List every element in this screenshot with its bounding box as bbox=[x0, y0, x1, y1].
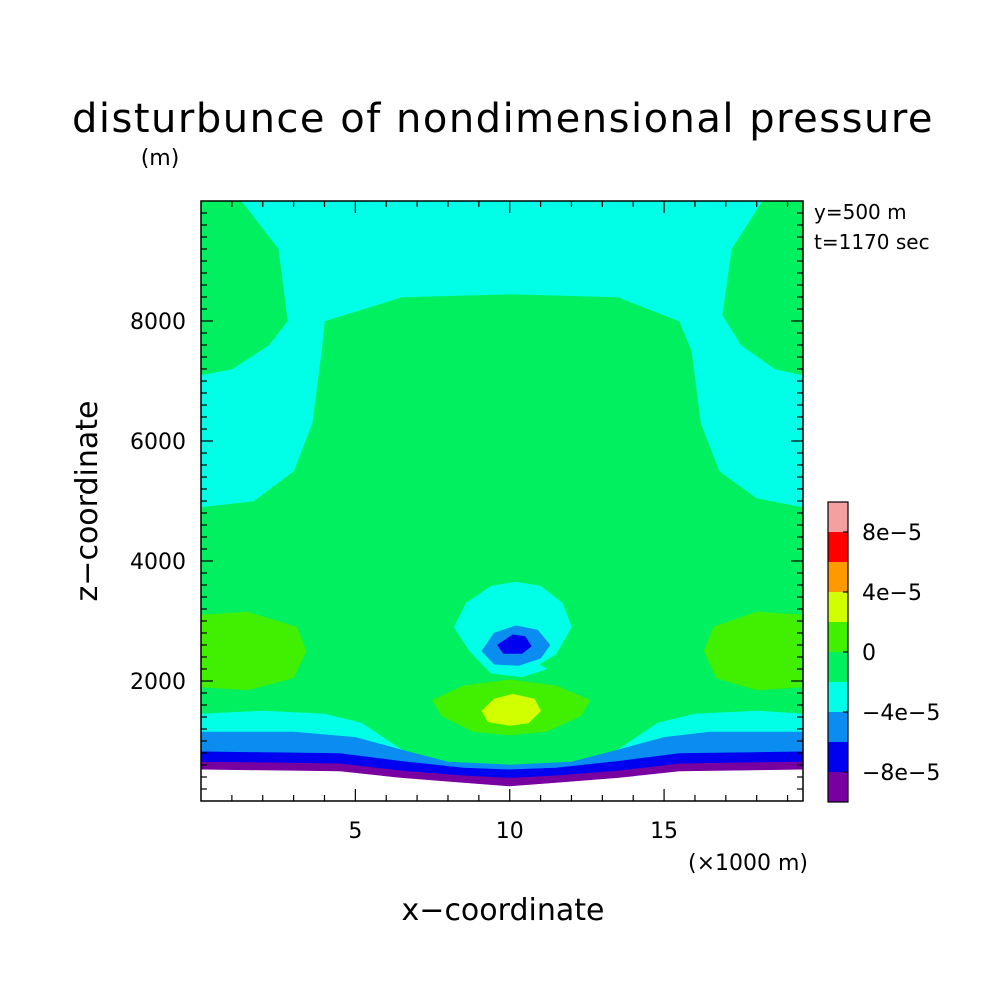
y-axis-label: z−coordinate bbox=[70, 401, 105, 602]
y-tick-label: 8000 bbox=[130, 310, 186, 335]
x-tick-label: 5 bbox=[348, 819, 362, 844]
x-axis-label: x−coordinate bbox=[402, 893, 605, 928]
annotation-y: y=500 m bbox=[814, 200, 907, 224]
contour-region-4 bbox=[703, 611, 804, 691]
colorbar-swatch bbox=[828, 772, 848, 802]
y-tick-labels: 2000 4000 6000 8000 bbox=[130, 310, 186, 695]
colorbar-tick-label: 4e−5 bbox=[862, 581, 922, 606]
annotation-t: t=1170 sec bbox=[814, 230, 930, 254]
colorbar-swatch bbox=[828, 682, 848, 712]
units-label: (m) bbox=[141, 146, 180, 171]
x-tick-label: 15 bbox=[650, 819, 678, 844]
contour-region-3 bbox=[200, 611, 307, 691]
colorbar-tick-label: 0 bbox=[862, 641, 876, 666]
axis-ticks bbox=[201, 201, 803, 801]
colorbar-tick-label: −8e−5 bbox=[862, 761, 940, 786]
x-tick-labels: 5 10 15 bbox=[348, 819, 678, 844]
colorbar-swatch bbox=[828, 592, 848, 622]
y-tick-label: 4000 bbox=[130, 550, 186, 575]
contour-region-1 bbox=[200, 200, 288, 376]
colorbar: 8e−5 4e−5 0 −4e−5 −8e−5 bbox=[827, 501, 940, 803]
x-tick-label: 10 bbox=[496, 819, 524, 844]
colorbar-swatch bbox=[828, 652, 848, 682]
contour-region-14 bbox=[481, 693, 541, 726]
y-tick-label: 2000 bbox=[130, 670, 186, 695]
colorbar-swatch bbox=[828, 622, 848, 652]
contour-region-2 bbox=[722, 200, 804, 376]
colorbar-swatch bbox=[828, 502, 848, 532]
chart-title: disturbunce of nondimensional pressure bbox=[72, 96, 934, 142]
contour-region-0 bbox=[200, 200, 804, 508]
colorbar-tick-label: −4e−5 bbox=[862, 701, 940, 726]
colorbar-swatch bbox=[828, 712, 848, 742]
x-unit-note: (×1000 m) bbox=[688, 851, 808, 876]
colorbar-swatch bbox=[828, 742, 848, 772]
colorbar-swatch bbox=[828, 562, 848, 592]
colorbar-swatch bbox=[828, 532, 848, 562]
colorbar-tick-label: 8e−5 bbox=[862, 521, 922, 546]
plot-area bbox=[200, 200, 804, 802]
contour-region-12 bbox=[497, 634, 532, 654]
y-tick-label: 6000 bbox=[130, 430, 186, 455]
